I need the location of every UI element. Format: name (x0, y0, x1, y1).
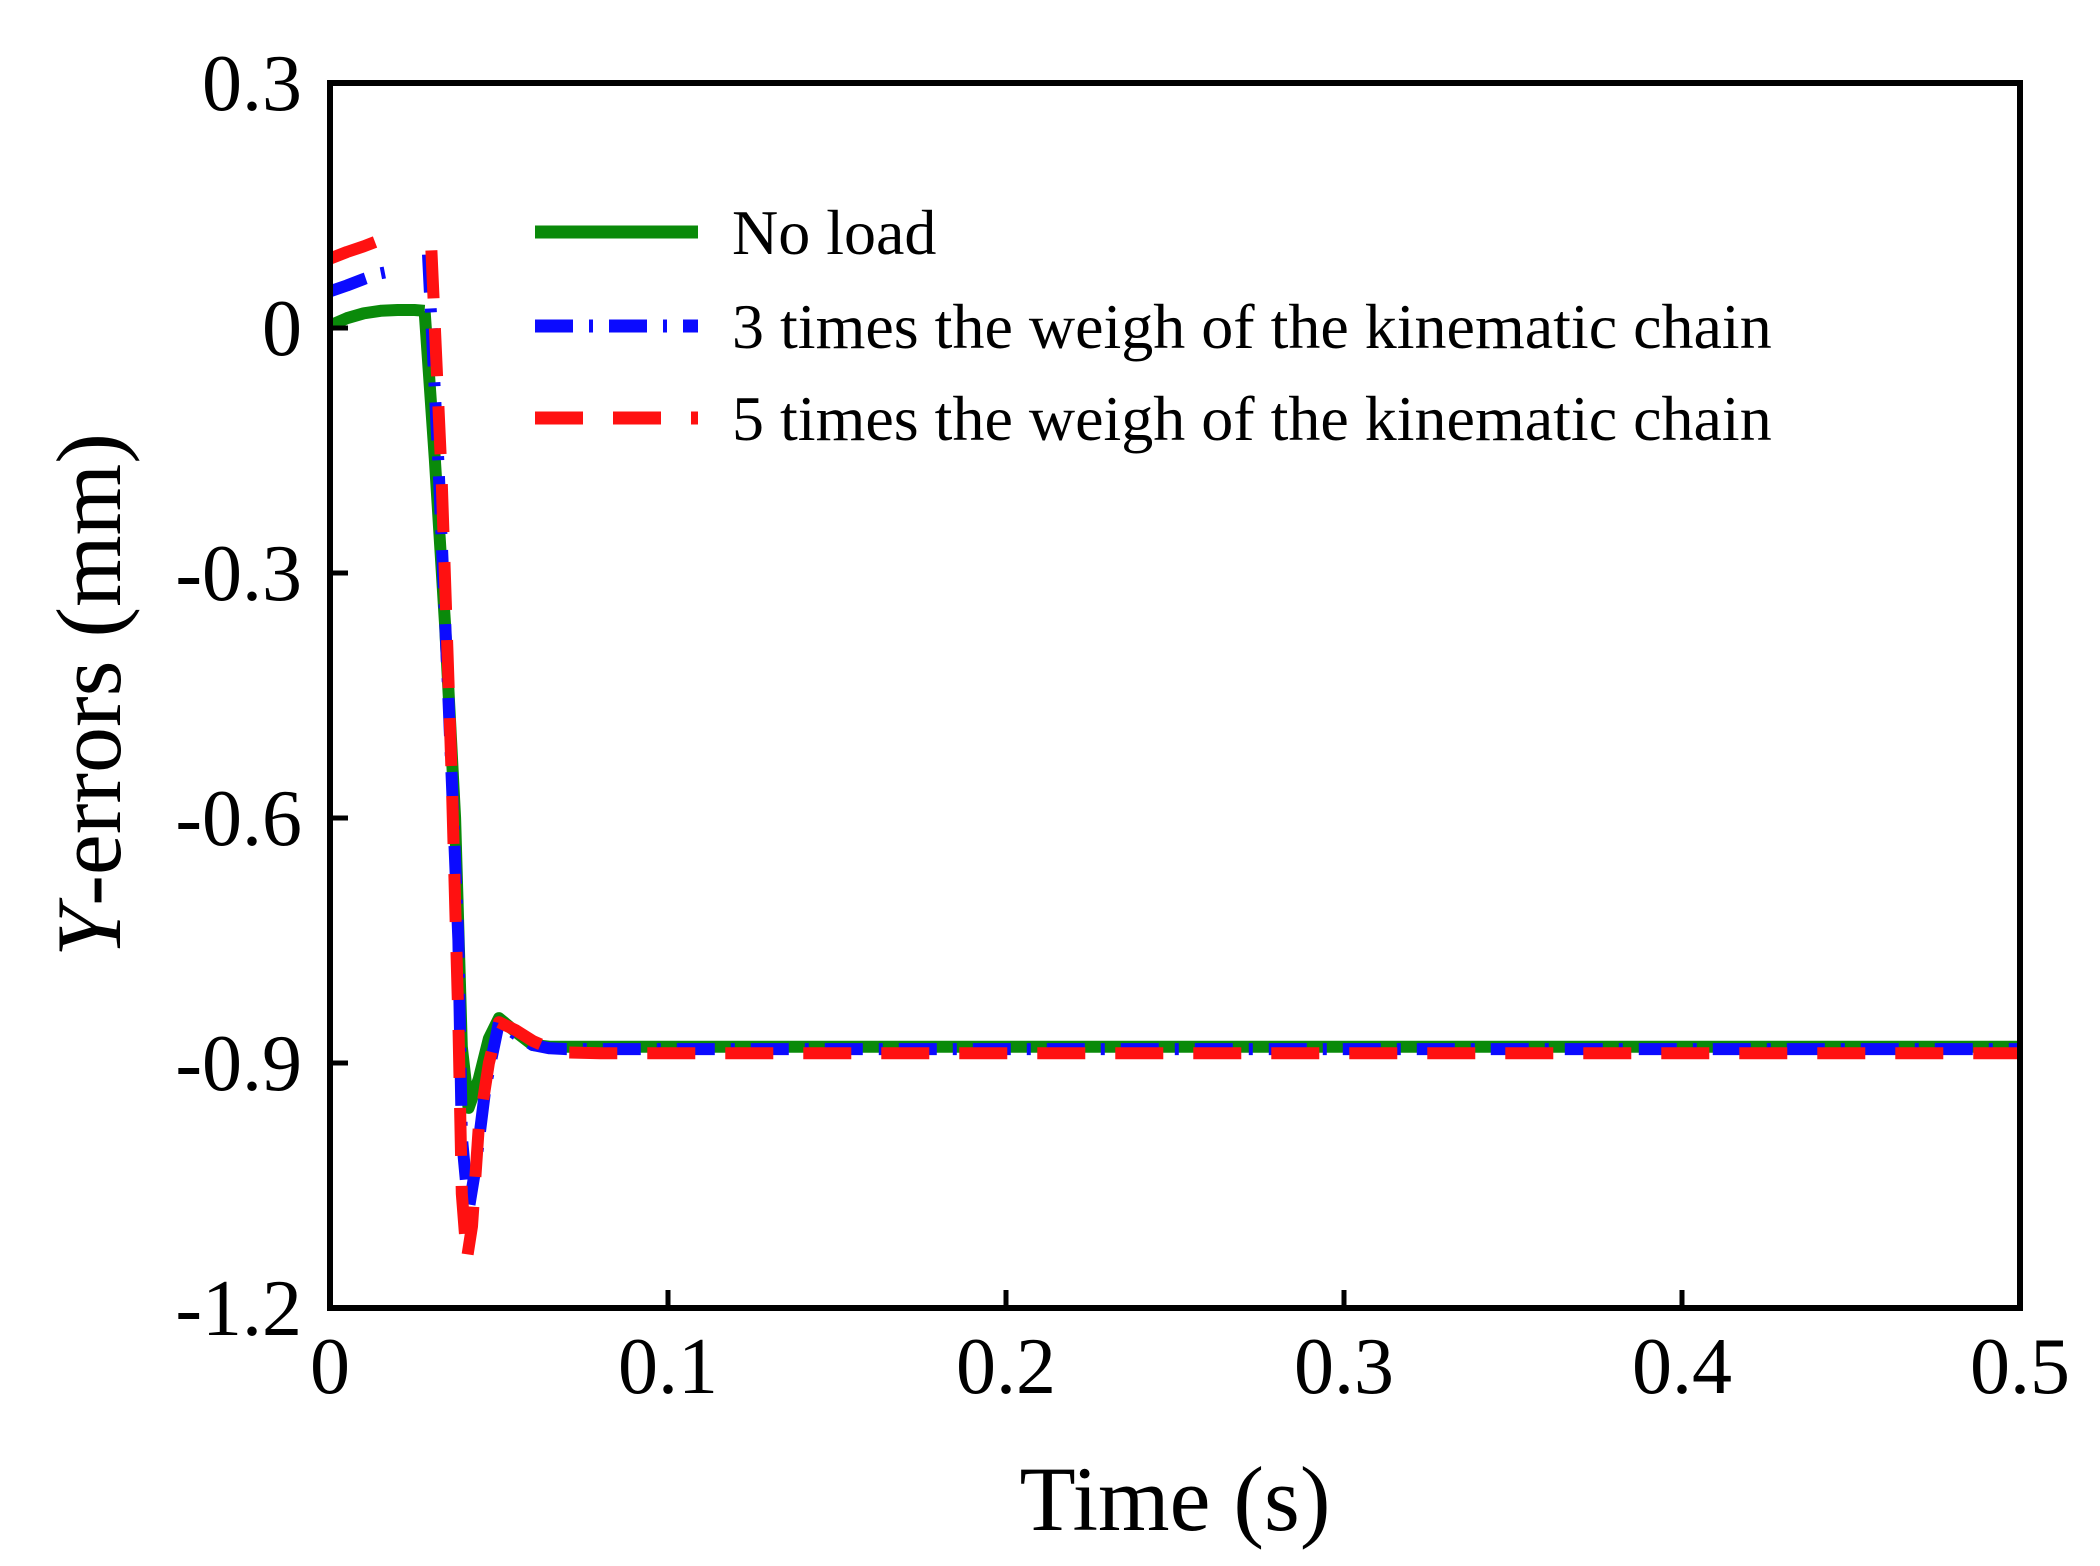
legend-label-2: 3 times the weigh of the kinematic chain (732, 291, 1772, 362)
series-layer (330, 234, 2020, 1265)
legend: No load 3 times the weigh of the kinemati… (535, 197, 1772, 454)
series-1-line-segment-1 (330, 304, 426, 332)
y-tick-label: -0.3 (175, 530, 302, 618)
y-tick-label: -0.9 (175, 1020, 302, 1108)
x-tick-label: 0 (310, 1323, 350, 1411)
y-tick-label: 0 (262, 285, 302, 373)
x-tick-label: 0.1 (618, 1323, 718, 1411)
x-tick-label: 0.4 (1632, 1323, 1732, 1411)
x-axis-title: Time (s) (1020, 1448, 1331, 1550)
legend-label-3: 5 times the weigh of the kinematic chain (732, 383, 1772, 454)
x-tick-label: 0.3 (1294, 1323, 1394, 1411)
x-tick-label: 0.5 (1970, 1323, 2070, 1411)
y-axis-title-italic: Y (38, 897, 140, 957)
series-3-line-segment-1 (330, 234, 383, 265)
series-2-line-segment-1 (330, 264, 399, 297)
x-tick-label: 0.2 (956, 1323, 1056, 1411)
y-tick-label: -1.2 (175, 1265, 302, 1353)
y-tick-label: -0.6 (175, 775, 302, 863)
y-axis-title: Y-errors (mm) (38, 433, 140, 957)
legend-label-1: No load (732, 197, 936, 268)
plot-frame (327, 80, 2023, 1311)
y-tick-label: 0.3 (202, 40, 302, 128)
y-axis-title-rest: -errors (mm) (38, 433, 140, 906)
x-axis-ticks: 0 0.1 0.2 0.3 0.4 0.5 (310, 1290, 2070, 1411)
series-3 (330, 234, 2020, 1265)
series-3-line-segment-2 (425, 250, 2020, 1265)
y-axis-ticks: 0.3 0 -0.3 -0.6 -0.9 -1.2 (175, 40, 348, 1353)
